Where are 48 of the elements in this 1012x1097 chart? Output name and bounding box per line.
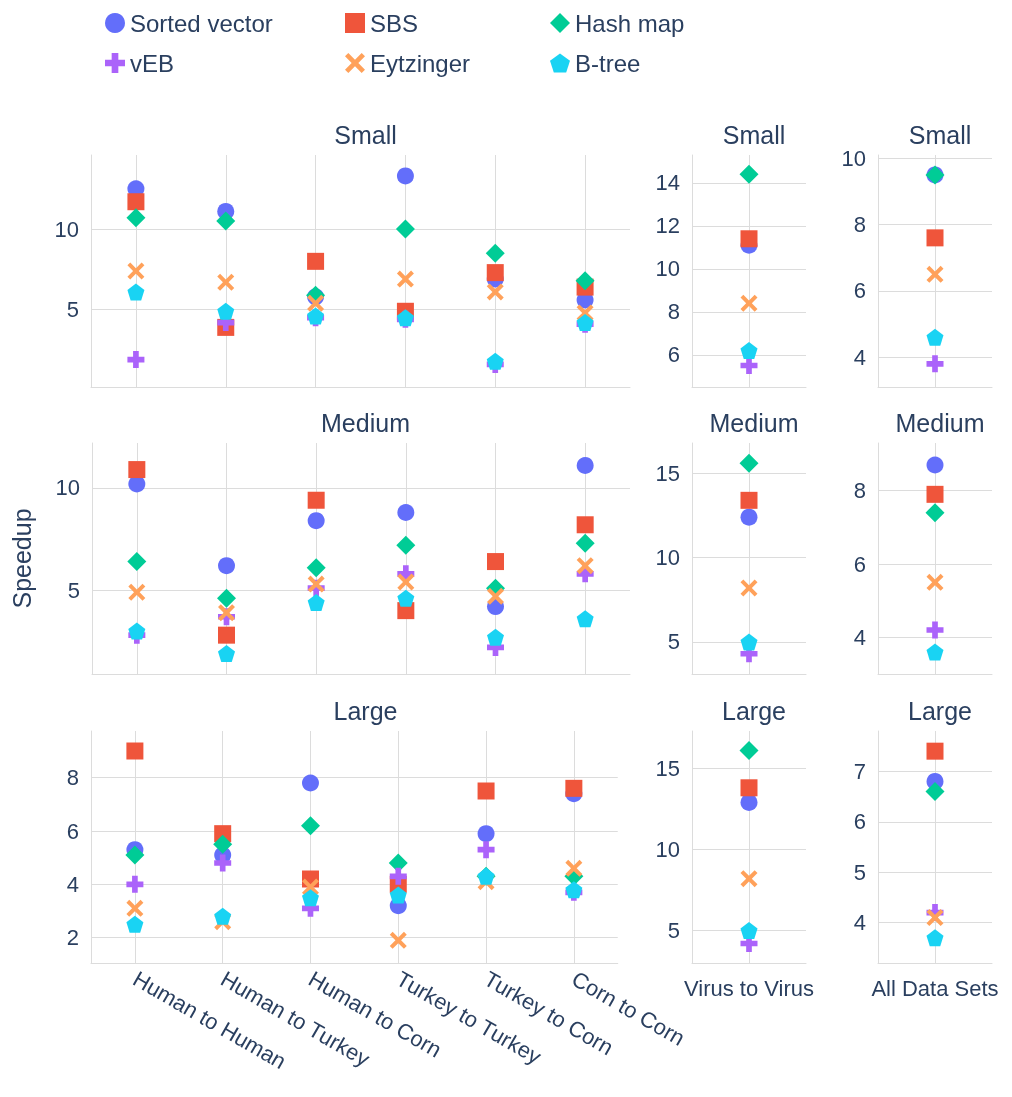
y-tick-label: 4 [853,910,866,936]
y-tick-label: 6 [853,809,866,835]
y-tick-label: 10 [841,145,866,171]
chart-title: Medium [895,408,985,437]
chart-title: Medium [321,408,410,437]
y-tick-label: 6 [667,342,680,368]
y-tick-label: 10 [655,545,680,571]
y-tick-label: 10 [655,256,680,282]
y-tick-label: 4 [853,344,866,370]
y-tick-label: 8 [853,478,866,504]
y-tick-label: 7 [853,758,866,784]
y-tick-label: 4 [66,871,79,897]
y-tick-label: 6 [853,278,866,304]
chart-title: Large [908,696,972,725]
legend-label: vEB [130,49,175,77]
legend-label: SBS [370,9,419,37]
legend-label: Hash map [575,9,685,37]
chart-title: Medium [709,408,799,437]
y-tick-label: 8 [853,212,866,238]
y-tick-label: 15 [655,755,680,781]
x-tick-label: Virus to Virus [683,975,815,1001]
y-tick-label: 12 [655,213,680,239]
y-tick-label: 5 [667,918,680,944]
y-tick-label: 8 [66,765,79,791]
chart-title: Small [334,120,397,149]
y-tick-label: 6 [66,818,79,844]
chart-title: Small [908,120,972,149]
y-axis-title: Speedup [7,508,36,609]
y-tick-label: 8 [667,299,680,325]
y-tick-label: 5 [67,577,80,603]
x-tick-label: All Data Sets [871,975,999,1001]
chart-title: Small [722,120,786,149]
y-tick-label: 5 [667,629,680,655]
y-tick-label: 10 [655,836,680,862]
y-tick-label: 10 [54,216,79,242]
y-tick-label: 5 [853,859,866,885]
chart-title: Large [722,696,786,725]
chart-title: Large [333,696,398,725]
y-tick-label: 2 [66,925,79,951]
y-tick-label: 5 [66,297,79,323]
y-tick-label: 6 [853,551,866,577]
y-tick-label: 15 [655,460,680,486]
legend-label: B-tree [575,49,641,77]
y-tick-label: 14 [655,170,680,196]
y-tick-label: 4 [853,624,866,650]
legend-label: Sorted vector [130,9,273,37]
y-tick-label: 10 [55,475,80,501]
legend-label: Eytzinger [370,49,471,77]
